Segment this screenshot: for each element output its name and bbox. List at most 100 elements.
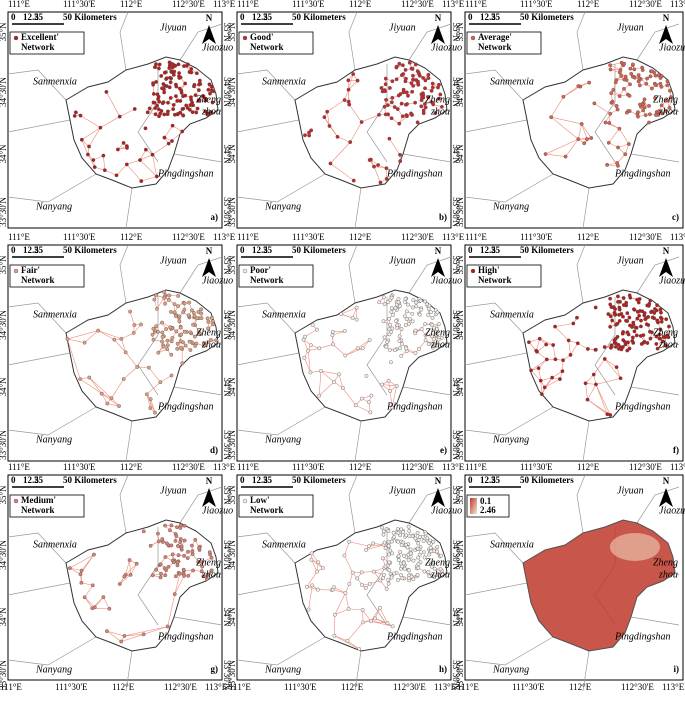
lon-label: 111°E <box>237 0 259 9</box>
place-label: Jiaozuo <box>202 275 233 286</box>
network-node <box>624 153 627 156</box>
network-node <box>91 607 94 610</box>
legend-label: Low' <box>250 495 270 505</box>
network-node <box>200 312 203 315</box>
network-node <box>306 349 309 352</box>
place-label: Zheng <box>425 557 450 568</box>
network-node <box>422 539 425 542</box>
network-node <box>210 89 213 92</box>
network-node <box>412 298 415 301</box>
network-node <box>211 323 214 326</box>
lon-label: 111°E <box>8 0 30 9</box>
network-node <box>606 413 609 416</box>
place-label: Sanmenxia <box>33 539 77 550</box>
place-label: Sanmenxia <box>262 76 306 87</box>
place-label: Nanyang <box>35 434 72 445</box>
lon-label: 111°30'E <box>55 682 88 692</box>
network-node <box>184 344 187 347</box>
network-node <box>654 113 657 116</box>
panel-letter: g) <box>211 664 219 674</box>
lon-label: 111°E <box>465 0 487 9</box>
network-node <box>585 137 588 140</box>
network-node <box>176 342 179 345</box>
network-node <box>309 371 312 374</box>
network-node <box>361 347 364 350</box>
network-node <box>650 70 653 73</box>
network-node <box>351 571 354 574</box>
network-node <box>178 320 181 323</box>
network-node <box>315 328 318 331</box>
network-node <box>586 398 589 401</box>
network-node <box>172 71 175 74</box>
network-node <box>208 550 211 553</box>
network-node <box>371 542 374 545</box>
lat-label: 34°N <box>455 607 465 627</box>
network-node <box>191 552 194 555</box>
network-node <box>397 558 400 561</box>
network-node <box>398 550 401 553</box>
network-node <box>163 136 166 139</box>
network-node <box>416 121 419 124</box>
lon-label: 112°E <box>569 682 592 692</box>
north-label: N <box>435 476 442 486</box>
network-node <box>348 103 351 106</box>
network-node <box>437 83 440 86</box>
legend-label: Excellent' <box>21 32 59 42</box>
network-node <box>164 327 167 330</box>
network-node <box>646 304 649 307</box>
lat-label: 35°N <box>0 22 8 42</box>
place-label: Jiaozuo <box>431 275 462 286</box>
north-label: N <box>663 246 670 256</box>
network-node <box>179 326 182 329</box>
network-node <box>424 532 427 535</box>
network-node <box>196 107 199 110</box>
network-node <box>124 351 127 354</box>
lat-label: 34°30'N <box>0 540 8 570</box>
network-node <box>616 164 619 167</box>
network-node <box>406 546 409 549</box>
network-node <box>189 96 192 99</box>
legend-label: Poor' <box>250 265 271 275</box>
network-node <box>347 540 350 543</box>
network-node <box>144 127 147 130</box>
network-node <box>382 295 385 298</box>
network-node <box>397 297 400 300</box>
network-node <box>430 89 433 92</box>
network-node <box>645 77 648 80</box>
scale-label: 25 <box>491 12 501 22</box>
network-node <box>624 301 627 304</box>
network-node <box>428 553 431 556</box>
network-node <box>558 377 561 380</box>
network-node <box>323 115 326 118</box>
network-node <box>384 98 387 101</box>
scale-label: 25 <box>34 475 44 485</box>
network-node <box>420 105 423 108</box>
network-node <box>347 607 350 610</box>
network-node <box>650 87 653 90</box>
network-node <box>642 341 645 344</box>
network-node <box>340 312 343 315</box>
north-label: N <box>435 13 442 23</box>
scale-label: 0 <box>11 475 16 485</box>
network-node <box>432 540 435 543</box>
network-node <box>384 77 387 80</box>
network-node <box>414 63 417 66</box>
network-node <box>644 113 647 116</box>
network-node <box>383 541 386 544</box>
network-node <box>186 550 189 553</box>
network-node <box>423 570 426 573</box>
lat-label: 33°30'N <box>0 660 8 690</box>
network-node <box>622 87 625 90</box>
network-node <box>140 179 143 182</box>
network-node <box>614 345 617 348</box>
network-node <box>388 389 391 392</box>
network-node <box>74 111 77 114</box>
network-node <box>668 89 671 92</box>
network-node <box>172 561 175 564</box>
network-node <box>117 404 120 407</box>
network-node <box>176 294 179 297</box>
network-node <box>608 121 611 124</box>
